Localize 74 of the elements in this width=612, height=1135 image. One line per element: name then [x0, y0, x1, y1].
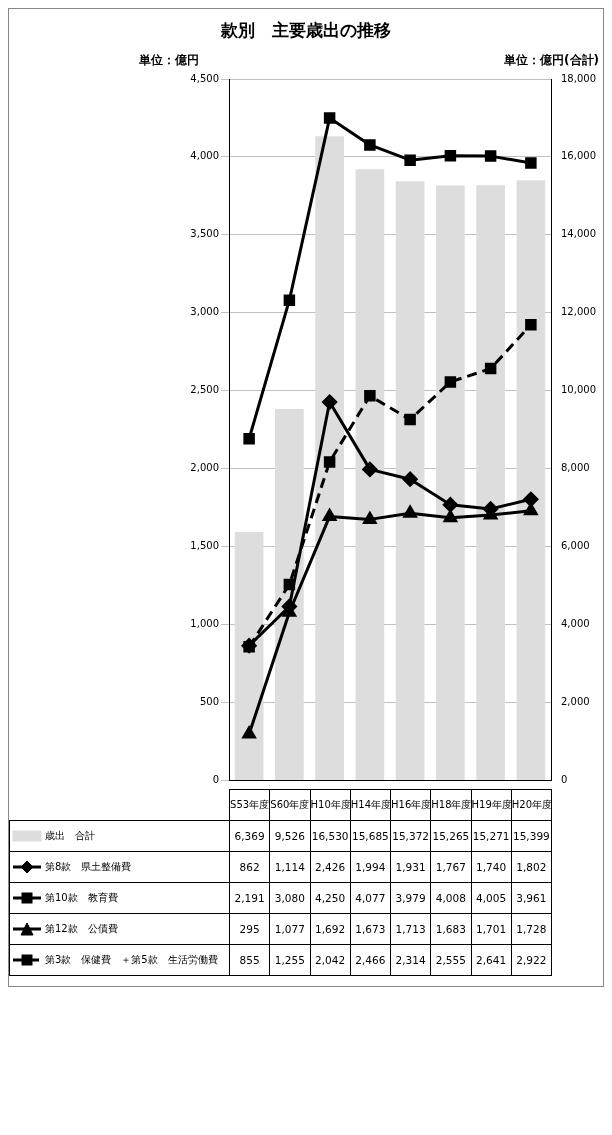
- data-label: 3,979: [390, 882, 431, 914]
- data-label: 1,994: [350, 851, 391, 883]
- y-tick-label: 2,500: [190, 384, 219, 396]
- y-tick-label: 1,500: [190, 539, 219, 551]
- y2-tick-label: 16,000: [561, 150, 596, 162]
- data-label: 1,740: [471, 851, 512, 883]
- data-label: 2,426: [310, 851, 351, 883]
- y2-tick-label: 6,000: [561, 539, 590, 551]
- data-label: 4,250: [310, 882, 351, 914]
- y2-tick-label: 12,000: [561, 306, 596, 318]
- y2-tick-label: 18,000: [561, 72, 596, 84]
- data-label: 1,802: [511, 851, 552, 883]
- x-tick-label: H16年度: [390, 789, 432, 821]
- y-tick-label: 3,500: [190, 228, 219, 240]
- y2-tick-label: 4,000: [561, 617, 590, 629]
- y-tick-label: 1,000: [190, 617, 219, 629]
- y-tick-label: 2,000: [190, 462, 219, 474]
- data-label: 2,555: [430, 944, 471, 976]
- data-label: 1,701: [471, 913, 512, 945]
- data-label: 1,683: [430, 913, 471, 945]
- data-label: 15,265: [430, 820, 471, 852]
- data-label: 15,399: [511, 820, 552, 852]
- y-tick-label: 0: [212, 773, 219, 785]
- data-label: 1,692: [310, 913, 351, 945]
- data-label: 15,685: [350, 820, 391, 852]
- data-label: 862: [229, 851, 270, 883]
- data-label: 16,530: [310, 820, 351, 852]
- data-label: 15,372: [390, 820, 431, 852]
- data-label: 2,922: [511, 944, 552, 976]
- text: 単位：億円: [139, 52, 199, 69]
- y2-tick-label: 0: [561, 773, 568, 785]
- y-tick-label: 4,500: [190, 72, 219, 84]
- legend-label: 第12款 公債費: [45, 922, 118, 936]
- data-label: 295: [229, 913, 270, 945]
- data-label: 3,080: [269, 882, 310, 914]
- data-label: 1,713: [390, 913, 431, 945]
- data-label: 1,077: [269, 913, 310, 945]
- data-label: 1,728: [511, 913, 552, 945]
- y-tick-label: 500: [199, 695, 219, 707]
- data-label: 4,077: [350, 882, 391, 914]
- data-label: 4,008: [430, 882, 471, 914]
- data-label: 1,931: [390, 851, 431, 883]
- data-label: 855: [229, 944, 270, 976]
- data-label: 15,271: [471, 820, 512, 852]
- x-tick-label: H20年度: [511, 789, 552, 821]
- data-label: 2,466: [350, 944, 391, 976]
- data-label: 2,042: [310, 944, 351, 976]
- legend-label: 第10款 教育費: [45, 891, 118, 905]
- legend-label: 第3款 保健費 ＋第5款 生活労働費: [45, 953, 218, 967]
- x-tick-label: H14年度: [350, 789, 391, 821]
- data-label: 1,114: [269, 851, 310, 883]
- data-label: 9,526: [269, 820, 310, 852]
- data-label: 2,191: [229, 882, 270, 914]
- data-label: 1,255: [269, 944, 310, 976]
- y2-tick-label: 14,000: [561, 228, 596, 240]
- y2-tick-label: 10,000: [561, 384, 596, 396]
- data-label: 2,314: [390, 944, 431, 976]
- legend-label: 歳出 合計: [45, 829, 95, 843]
- text: 単位：億円(合計): [504, 52, 599, 69]
- chart-title: 款別 主要歳出の推移: [220, 19, 392, 42]
- data-label: 6,369: [229, 820, 270, 852]
- y2-tick-label: 2,000: [561, 695, 590, 707]
- data-label: 1,673: [350, 913, 391, 945]
- data-label: 3,961: [511, 882, 552, 914]
- y2-tick-label: 8,000: [561, 462, 590, 474]
- legend-label: 第8款 県土整備費: [45, 860, 132, 874]
- y-tick-label: 3,000: [190, 306, 219, 318]
- x-tick-label: S60年度: [269, 789, 310, 821]
- data-label: 2,641: [471, 944, 512, 976]
- data-label: 1,767: [430, 851, 471, 883]
- x-tick-label: S53年度: [229, 789, 270, 821]
- data-label: 4,005: [471, 882, 512, 914]
- y-tick-label: 4,000: [190, 150, 219, 162]
- x-tick-label: H18年度: [430, 789, 472, 821]
